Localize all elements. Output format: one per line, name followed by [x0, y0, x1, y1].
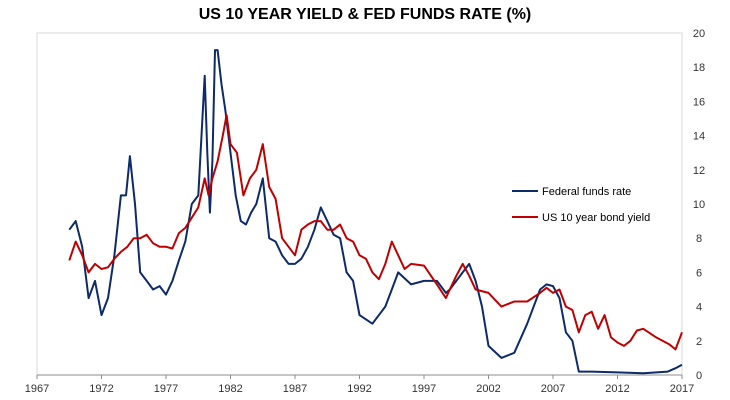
x-tick-label: 1992 — [347, 383, 371, 395]
x-tick-label: 1972 — [89, 383, 113, 395]
x-tick-label: 1982 — [218, 383, 242, 395]
x-tick-label: 1967 — [25, 383, 49, 395]
y-tick-label: 4 — [696, 302, 702, 314]
y-tick-label: 20 — [693, 28, 705, 40]
x-tick-label: 2017 — [670, 383, 694, 395]
series-line-fed-funds-rate — [68, 49, 683, 375]
chart-title: US 10 YEAR YIELD & FED FUNDS RATE (%) — [198, 6, 532, 23]
y-tick-label: 2 — [696, 336, 702, 348]
x-tick-label: 2012 — [605, 383, 629, 395]
x-tick-label: 2002 — [476, 383, 500, 395]
plot-frame — [36, 32, 683, 376]
x-tick-label: 2007 — [541, 383, 565, 395]
y-tick-label: 0 — [696, 370, 702, 382]
series-line-us-10-year-yield — [68, 114, 683, 351]
legend-label: US 10 year bond yield — [542, 212, 650, 224]
x-tick-label: 1997 — [412, 383, 436, 395]
x-tick-label: 1977 — [154, 383, 178, 395]
y-tick-label: 18 — [693, 62, 705, 74]
y-tick-label: 12 — [693, 165, 705, 177]
y-tick-label: 14 — [693, 131, 705, 143]
y-tick-label: 16 — [693, 96, 705, 108]
y-tick-label: 10 — [693, 199, 705, 211]
legend-label: Federal funds rate — [542, 186, 631, 198]
y-tick-label: 8 — [696, 233, 702, 245]
y-tick-label: 6 — [696, 267, 702, 279]
x-tick-label: 1987 — [283, 383, 307, 395]
